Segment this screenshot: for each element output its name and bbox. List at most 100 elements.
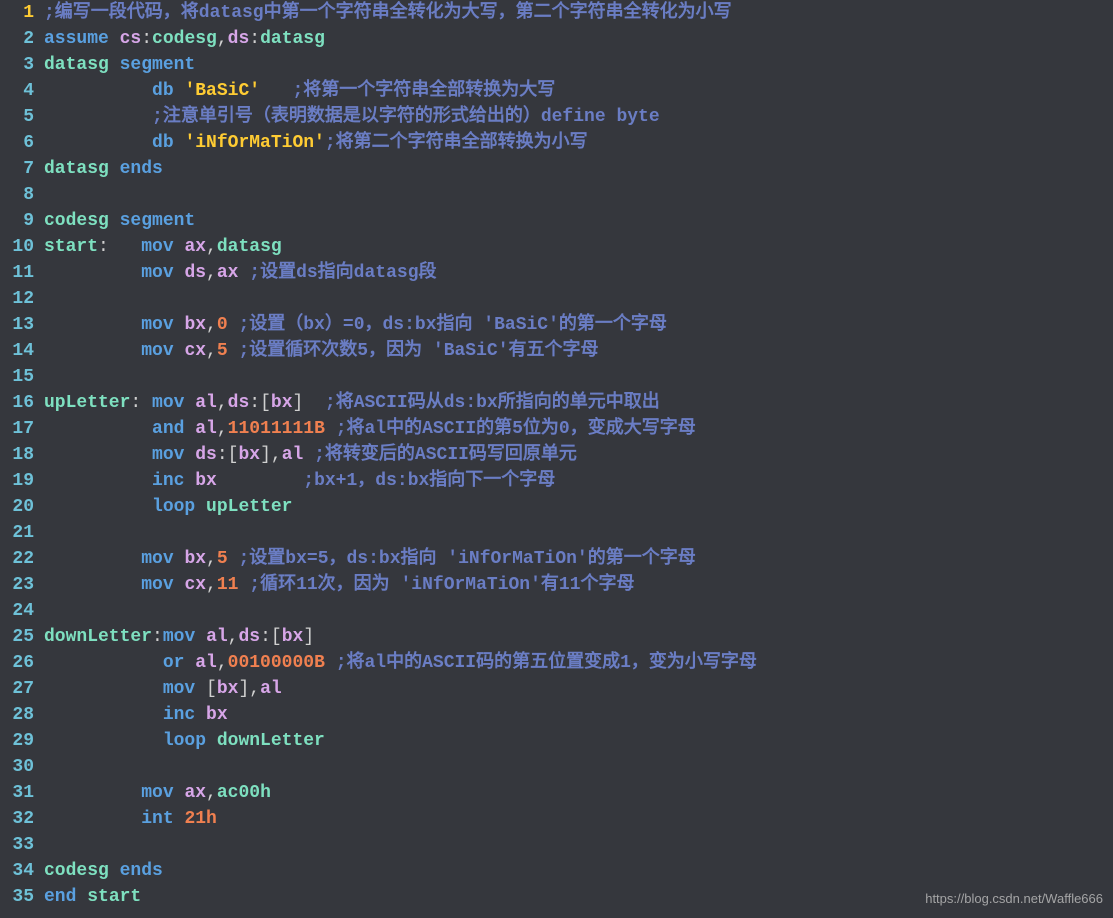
token-punct <box>44 107 152 127</box>
code-line[interactable]: ;注意单引号（表明数据是以字符的形式给出的）define byte <box>44 104 1113 130</box>
line-number: 9 <box>0 208 34 234</box>
code-line[interactable]: datasg segment <box>44 52 1113 78</box>
token-comment: ;将第二个字符串全部转换为小写 <box>325 133 588 153</box>
token-register: al <box>260 679 282 699</box>
code-content[interactable]: ;编写一段代码，将datasg中第一个字符串全转化为大写，第二个字符串全转化为小… <box>44 0 1113 918</box>
token-punct <box>325 419 336 439</box>
token-number: 11011111B <box>228 419 325 439</box>
code-line[interactable]: mov [bx],al <box>44 676 1113 702</box>
line-number: 5 <box>0 104 34 130</box>
token-comment: ;编写一段代码，将datasg中第一个字符串全转化为大写，第二个字符串全转化为小… <box>44 3 732 23</box>
code-line[interactable]: db 'iNfOrMaTiOn';将第二个字符串全部转换为小写 <box>44 130 1113 156</box>
token-identifier: start <box>44 237 98 257</box>
line-number: 35 <box>0 884 34 910</box>
code-line[interactable]: codesg ends <box>44 858 1113 884</box>
code-line[interactable]: int 21h <box>44 806 1113 832</box>
code-line[interactable]: mov cx,5 ;设置循环次数5，因为 'BaSiC'有五个字母 <box>44 338 1113 364</box>
code-line[interactable]: loop upLetter <box>44 494 1113 520</box>
token-punct <box>44 809 141 829</box>
token-punct <box>44 263 141 283</box>
code-editor[interactable]: 1234567891011121314151617181920212223242… <box>0 0 1113 918</box>
token-punct: , <box>206 315 217 335</box>
code-line[interactable] <box>44 286 1113 312</box>
token-register: bx <box>238 445 260 465</box>
line-number: 7 <box>0 156 34 182</box>
token-keyword: mov <box>141 315 184 335</box>
code-line[interactable]: assume cs:codesg,ds:datasg <box>44 26 1113 52</box>
code-line[interactable] <box>44 754 1113 780</box>
token-identifier: datasg <box>217 237 282 257</box>
code-line[interactable] <box>44 182 1113 208</box>
token-keyword: mov <box>152 445 195 465</box>
token-keyword: mov <box>141 575 184 595</box>
code-line[interactable]: or al,00100000B ;将al中的ASCII码的第五位置变成1，变为小… <box>44 650 1113 676</box>
token-punct <box>44 497 152 517</box>
line-number: 21 <box>0 520 34 546</box>
line-number: 17 <box>0 416 34 442</box>
line-number: 22 <box>0 546 34 572</box>
token-punct <box>44 419 152 439</box>
token-punct <box>44 315 141 335</box>
token-number: 21h <box>184 809 216 829</box>
code-line[interactable]: db 'BaSiC' ;将第一个字符串全部转换为大写 <box>44 78 1113 104</box>
code-line[interactable]: mov ax,ac00h <box>44 780 1113 806</box>
code-line[interactable]: mov bx,5 ;设置bx=5，ds:bx指向 'iNfOrMaTiOn'的第… <box>44 546 1113 572</box>
token-punct: , <box>206 575 217 595</box>
line-number: 2 <box>0 26 34 52</box>
code-line[interactable] <box>44 364 1113 390</box>
code-line[interactable]: mov cx,11 ;循环11次，因为 'iNfOrMaTiOn'有11个字母 <box>44 572 1113 598</box>
line-number: 28 <box>0 702 34 728</box>
token-punct: ] <box>293 393 325 413</box>
token-keyword: inc <box>163 705 206 725</box>
token-punct <box>44 679 163 699</box>
token-punct <box>44 575 141 595</box>
token-identifier: start <box>87 887 141 907</box>
watermark-text: https://blog.csdn.net/Waffle666 <box>925 886 1103 912</box>
token-comment: ;将转变后的ASCII码写回原单元 <box>314 445 577 465</box>
code-line[interactable] <box>44 520 1113 546</box>
token-register: al <box>282 445 304 465</box>
line-number: 31 <box>0 780 34 806</box>
code-line[interactable]: loop downLetter <box>44 728 1113 754</box>
token-punct <box>44 731 163 751</box>
token-comment: ;设置循环次数5，因为 'BaSiC'有五个字母 <box>238 341 598 361</box>
token-punct: , <box>217 29 228 49</box>
code-line[interactable]: downLetter:mov al,ds:[bx] <box>44 624 1113 650</box>
code-line[interactable]: datasg ends <box>44 156 1113 182</box>
token-number: 11 <box>217 575 239 595</box>
token-keyword: mov <box>141 263 184 283</box>
code-line[interactable] <box>44 832 1113 858</box>
code-line[interactable]: codesg segment <box>44 208 1113 234</box>
token-keyword: mov <box>141 341 184 361</box>
token-punct <box>44 653 163 673</box>
token-register: ds <box>184 263 206 283</box>
line-number: 32 <box>0 806 34 832</box>
token-punct <box>44 471 152 491</box>
line-number: 3 <box>0 52 34 78</box>
code-line[interactable]: and al,11011111B ;将al中的ASCII的第5位为0，变成大写字… <box>44 416 1113 442</box>
code-line[interactable]: ;编写一段代码，将datasg中第一个字符串全转化为大写，第二个字符串全转化为小… <box>44 0 1113 26</box>
code-line[interactable]: mov ds:[bx],al ;将转变后的ASCII码写回原单元 <box>44 442 1113 468</box>
code-line[interactable]: mov bx,0 ;设置（bx）=0，ds:bx指向 'BaSiC'的第一个字母 <box>44 312 1113 338</box>
line-number: 27 <box>0 676 34 702</box>
code-line[interactable]: inc bx <box>44 702 1113 728</box>
token-keyword: segment <box>120 55 196 75</box>
code-line[interactable]: mov ds,ax ;设置ds指向datasg段 <box>44 260 1113 286</box>
token-punct: ] <box>303 627 314 647</box>
code-line[interactable]: start: mov ax,datasg <box>44 234 1113 260</box>
token-punct: , <box>206 549 217 569</box>
token-register: ds <box>238 627 260 647</box>
line-number: 14 <box>0 338 34 364</box>
line-number: 18 <box>0 442 34 468</box>
code-line[interactable] <box>44 598 1113 624</box>
line-number: 33 <box>0 832 34 858</box>
line-number: 16 <box>0 390 34 416</box>
token-number: 5 <box>217 549 228 569</box>
code-line[interactable]: upLetter: mov al,ds:[bx] ;将ASCII码从ds:bx所… <box>44 390 1113 416</box>
code-line[interactable]: inc bx ;bx+1，ds:bx指向下一个字母 <box>44 468 1113 494</box>
token-punct: , <box>228 627 239 647</box>
token-punct <box>228 549 239 569</box>
line-number: 25 <box>0 624 34 650</box>
token-punct: ], <box>260 445 282 465</box>
token-comment: ;将ASCII码从ds:bx所指向的单元中取出 <box>325 393 660 413</box>
